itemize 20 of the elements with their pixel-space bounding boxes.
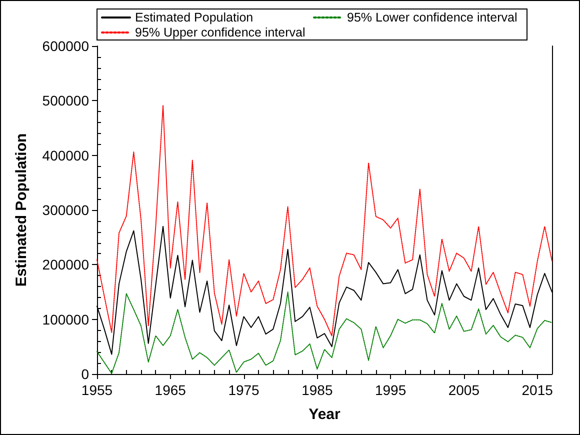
x-axis-title: Year: [308, 406, 341, 423]
y-tick-label: 100000: [42, 311, 90, 328]
x-tick-label: 2015: [522, 382, 554, 398]
y-tick-label: 400000: [42, 147, 90, 164]
y-tick-label: 300000: [42, 202, 90, 218]
x-tick-label: 2005: [448, 382, 480, 398]
legend-label: 95% Lower confidence interval: [347, 10, 518, 24]
y-tick-label: 0: [81, 366, 90, 382]
legend-label: Estimated Population: [135, 10, 254, 24]
x-tick-label: 1985: [302, 382, 333, 398]
y-tick-label: 200000: [42, 256, 90, 273]
x-tick-label: 1975: [228, 382, 260, 398]
x-tick-label: 1995: [374, 382, 406, 398]
y-axis-title: Estimated Population: [13, 133, 30, 287]
legend-label: 95% Upper confidence interval: [135, 26, 306, 40]
y-tick-label: 500000: [42, 92, 90, 109]
y-tick-label: 600000: [42, 38, 90, 54]
x-tick-label: 1955: [81, 382, 113, 398]
x-tick-label: 1965: [154, 382, 186, 398]
line-series: [96, 105, 552, 336]
